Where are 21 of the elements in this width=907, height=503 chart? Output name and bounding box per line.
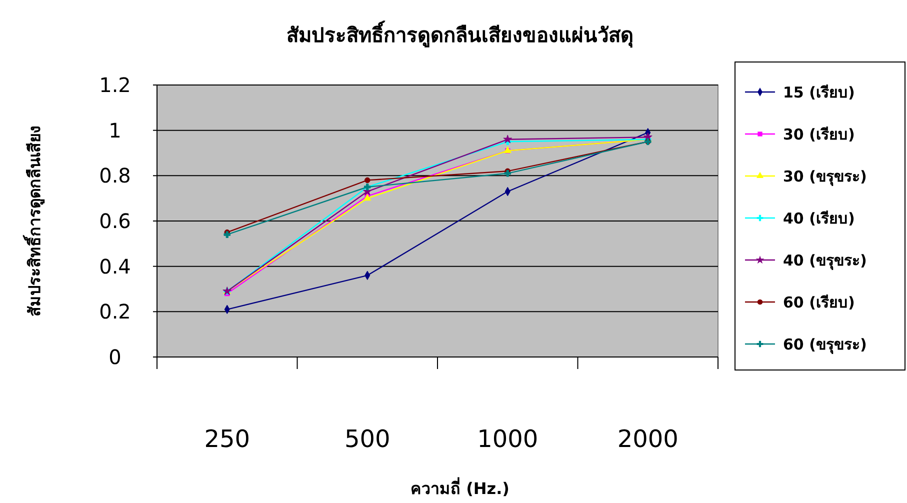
y-tick-label: 0.8 [99, 164, 131, 188]
y-tick-label: 1.2 [99, 73, 131, 97]
y-tick-label: 1 [108, 118, 122, 142]
legend-label: 15 (เรียบ) [783, 83, 855, 102]
legend-label: 40 (ขรุขระ) [783, 251, 867, 270]
chart-title: สัมประสิทธิ์การดูดกลืนเสียงของแผ่นวัสดุ [286, 20, 634, 49]
x-tick-label: 2000 [617, 425, 678, 453]
y-tick-label: 0.2 [99, 300, 131, 324]
legend-label: 40 (เรียบ) [783, 209, 855, 228]
legend-label: 60 (เรียบ) [783, 293, 855, 312]
legend-label: 30 (ขรุขระ) [783, 167, 867, 186]
y-axis-title: สัมประสิทธิ์การดูดกลืนเสียง [23, 126, 46, 316]
legend-label: 60 (ขรุขระ) [783, 335, 867, 354]
y-tick-label: 0.4 [99, 254, 131, 278]
x-axis-title: ความถี่ (Hz.) [410, 477, 510, 498]
y-tick-label: 0 [108, 345, 122, 369]
x-tick-label: 250 [204, 425, 250, 453]
x-tick-label: 500 [344, 425, 390, 453]
x-tick-label: 1000 [477, 425, 538, 453]
y-tick-label: 0.6 [99, 209, 131, 233]
legend-label: 30 (เรียบ) [783, 125, 855, 144]
